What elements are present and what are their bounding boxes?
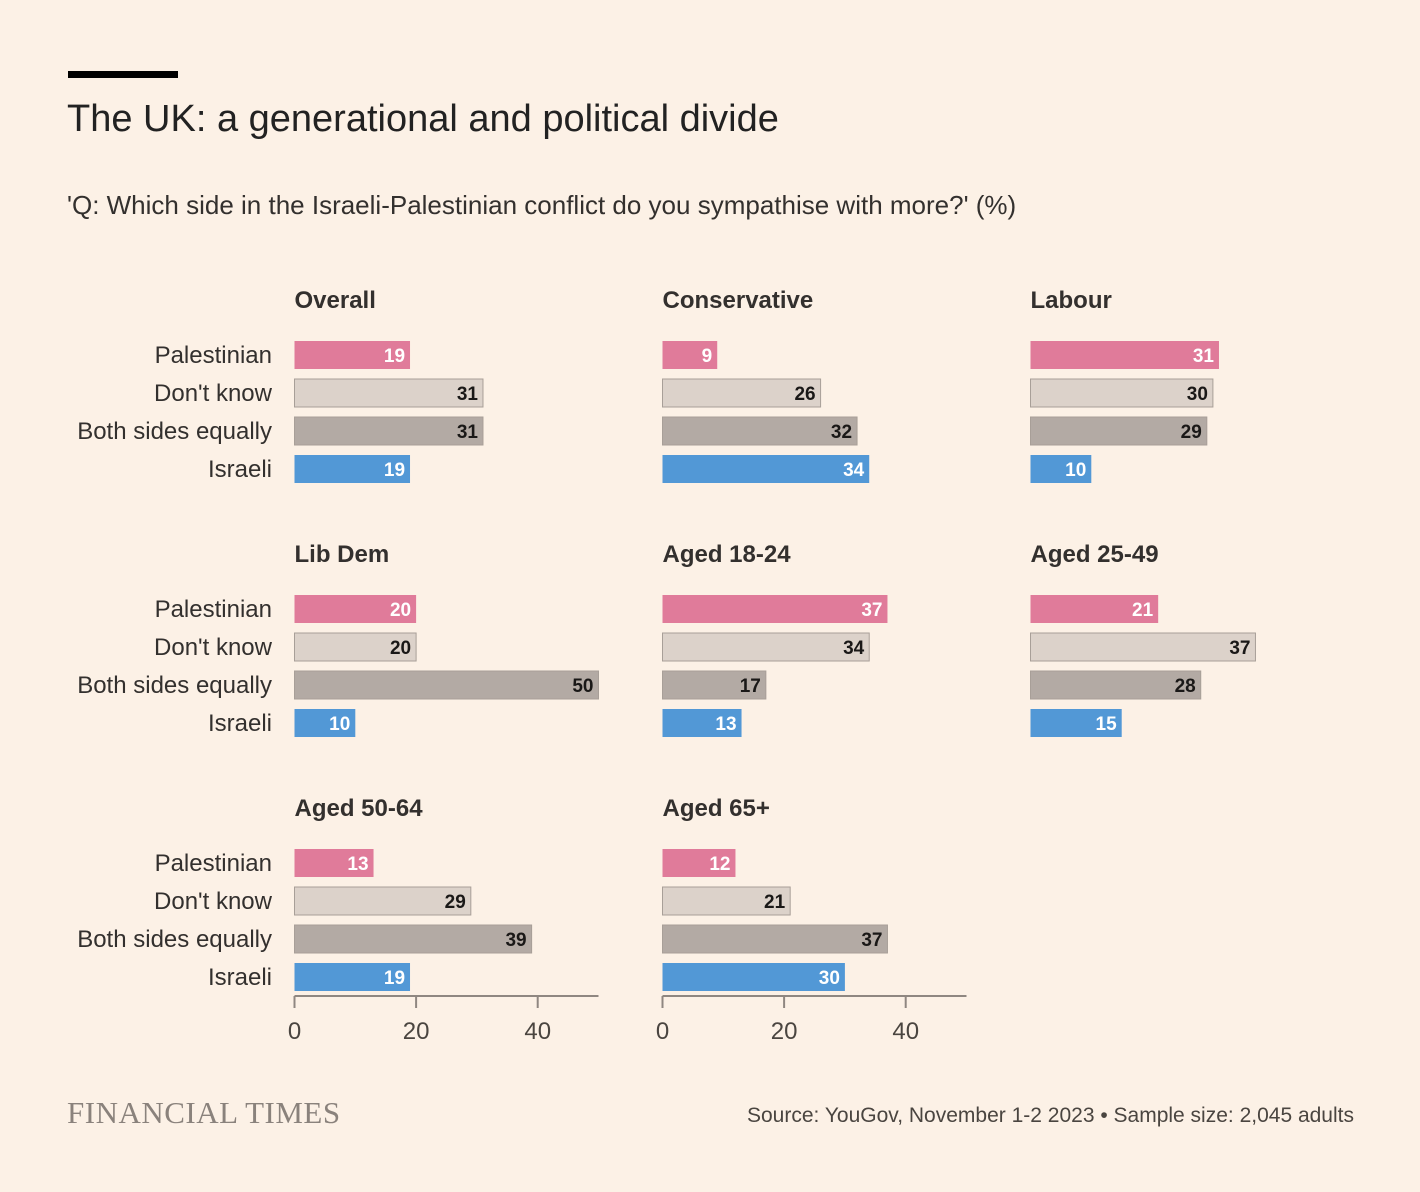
value-label-aged-18-24-don-t-know: 34 xyxy=(843,638,865,659)
bar-overall-israeli xyxy=(294,455,411,483)
panel-title-overall: Overall xyxy=(295,287,376,314)
bar-labour-israeli xyxy=(1030,455,1092,483)
category-label-don-t-know: Don't know xyxy=(154,888,273,915)
value-label-aged-65-israeli: 30 xyxy=(819,968,840,989)
category-label-israeli: Israeli xyxy=(208,964,272,991)
value-label-aged-25-49-israeli: 15 xyxy=(1096,714,1118,735)
value-label-lib-dem-israeli: 10 xyxy=(329,714,350,735)
bar-overall-palestinian xyxy=(294,341,411,369)
category-label-both-sides-equally: Both sides equally xyxy=(77,418,272,445)
bar-conservative-israeli xyxy=(662,455,870,483)
value-label-conservative-israeli: 34 xyxy=(843,460,865,481)
bar-aged-18-24-palestinian xyxy=(662,595,888,623)
bar-aged-25-49-israeli xyxy=(1030,709,1122,737)
bar-conservative-both-sides-equally xyxy=(662,416,858,446)
value-label-labour-israeli: 10 xyxy=(1065,460,1086,481)
value-label-overall-don-t-know: 31 xyxy=(457,384,479,405)
value-label-labour-don-t-know: 30 xyxy=(1187,384,1208,405)
value-label-aged-50-64-palestinian: 13 xyxy=(347,854,368,875)
title-rule xyxy=(68,71,178,78)
value-label-labour-both-sides-equally: 29 xyxy=(1181,422,1202,443)
panel-title-lib-dem: Lib Dem xyxy=(295,541,390,568)
bar-aged-50-64-israeli xyxy=(294,963,411,991)
bar-labour-both-sides-equally xyxy=(1030,416,1208,446)
category-label-don-t-know: Don't know xyxy=(154,380,273,407)
panel-title-aged-50-64: Aged 50-64 xyxy=(295,795,424,822)
value-label-aged-18-24-israeli: 13 xyxy=(715,714,736,735)
bar-lib-dem-israeli xyxy=(294,709,356,737)
x-tick-label: 40 xyxy=(892,1018,919,1045)
value-label-lib-dem-both-sides-equally: 50 xyxy=(572,676,593,697)
value-label-overall-palestinian: 19 xyxy=(384,346,405,367)
x-tick-label: 20 xyxy=(403,1018,430,1045)
bar-aged-50-64-don-t-know xyxy=(294,886,472,916)
bar-aged-18-24-israeli xyxy=(662,709,742,737)
bar-aged-18-24-both-sides-equally xyxy=(662,670,767,700)
category-label-palestinian: Palestinian xyxy=(155,850,272,877)
category-label-both-sides-equally: Both sides equally xyxy=(77,926,272,953)
value-label-aged-25-49-don-t-know: 37 xyxy=(1229,638,1250,659)
category-label-don-t-know: Don't know xyxy=(154,634,273,661)
panel-title-aged-25-49: Aged 25-49 xyxy=(1031,541,1159,568)
bar-aged-25-49-palestinian xyxy=(1030,595,1159,623)
bar-lib-dem-don-t-know xyxy=(294,632,417,662)
value-label-aged-50-64-both-sides-equally: 39 xyxy=(505,930,526,951)
chart-subtitle: 'Q: Which side in the Israeli-Palestinia… xyxy=(67,190,1017,220)
value-label-overall-both-sides-equally: 31 xyxy=(457,422,479,443)
category-label-palestinian: Palestinian xyxy=(155,596,272,623)
value-label-aged-25-49-both-sides-equally: 28 xyxy=(1175,676,1196,697)
bar-aged-65-both-sides-equally xyxy=(662,924,888,954)
value-label-lib-dem-palestinian: 20 xyxy=(390,600,411,621)
value-label-aged-50-64-israeli: 19 xyxy=(384,968,405,989)
bar-aged-25-49-don-t-know xyxy=(1030,632,1256,662)
panel-title-aged-65: Aged 65+ xyxy=(663,795,770,822)
value-label-conservative-both-sides-equally: 32 xyxy=(831,422,852,443)
bar-aged-18-24-don-t-know xyxy=(662,632,870,662)
x-tick-label: 0 xyxy=(288,1018,301,1045)
bar-aged-65-don-t-know xyxy=(662,886,791,916)
value-label-aged-50-64-don-t-know: 29 xyxy=(445,892,466,913)
value-label-overall-israeli: 19 xyxy=(384,460,405,481)
ft-logo: FINANCIAL TIMES xyxy=(67,1095,341,1130)
value-label-conservative-palestinian: 9 xyxy=(702,346,713,367)
bar-overall-don-t-know xyxy=(294,378,484,408)
value-label-lib-dem-don-t-know: 20 xyxy=(390,638,411,659)
value-label-aged-65-palestinian: 12 xyxy=(709,854,730,875)
bar-aged-25-49-both-sides-equally xyxy=(1030,670,1202,700)
bar-aged-65-israeli xyxy=(662,963,845,991)
category-label-israeli: Israeli xyxy=(208,710,272,737)
bar-conservative-don-t-know xyxy=(662,378,822,408)
bar-aged-50-64-palestinian xyxy=(294,849,374,877)
source-note: Source: YouGov, November 1-2 2023 • Samp… xyxy=(747,1104,1354,1127)
x-tick-label: 0 xyxy=(656,1018,669,1045)
value-label-aged-18-24-both-sides-equally: 17 xyxy=(740,676,761,697)
bar-overall-both-sides-equally xyxy=(294,416,484,446)
value-label-aged-18-24-palestinian: 37 xyxy=(861,600,882,621)
category-label-israeli: Israeli xyxy=(208,456,272,483)
category-label-palestinian: Palestinian xyxy=(155,342,272,369)
bar-aged-50-64-both-sides-equally xyxy=(294,924,533,954)
panel-title-labour: Labour xyxy=(1031,287,1112,314)
value-label-aged-65-both-sides-equally: 37 xyxy=(861,930,882,951)
bar-aged-65-palestinian xyxy=(662,849,736,877)
category-label-both-sides-equally: Both sides equally xyxy=(77,672,272,699)
bar-lib-dem-both-sides-equally xyxy=(294,670,599,700)
bar-labour-palestinian xyxy=(1030,341,1219,369)
panel-title-conservative: Conservative xyxy=(663,287,814,314)
value-label-aged-25-49-palestinian: 21 xyxy=(1132,600,1154,621)
bar-lib-dem-palestinian xyxy=(294,595,417,623)
value-label-conservative-don-t-know: 26 xyxy=(794,384,815,405)
chart-title: The UK: a generational and political div… xyxy=(67,98,779,140)
bar-conservative-palestinian xyxy=(662,341,718,369)
bar-labour-don-t-know xyxy=(1030,378,1214,408)
x-tick-label: 40 xyxy=(524,1018,551,1045)
x-tick-label: 20 xyxy=(771,1018,798,1045)
panel-title-aged-18-24: Aged 18-24 xyxy=(663,541,792,568)
value-label-labour-palestinian: 31 xyxy=(1193,346,1215,367)
value-label-aged-65-don-t-know: 21 xyxy=(764,892,786,913)
